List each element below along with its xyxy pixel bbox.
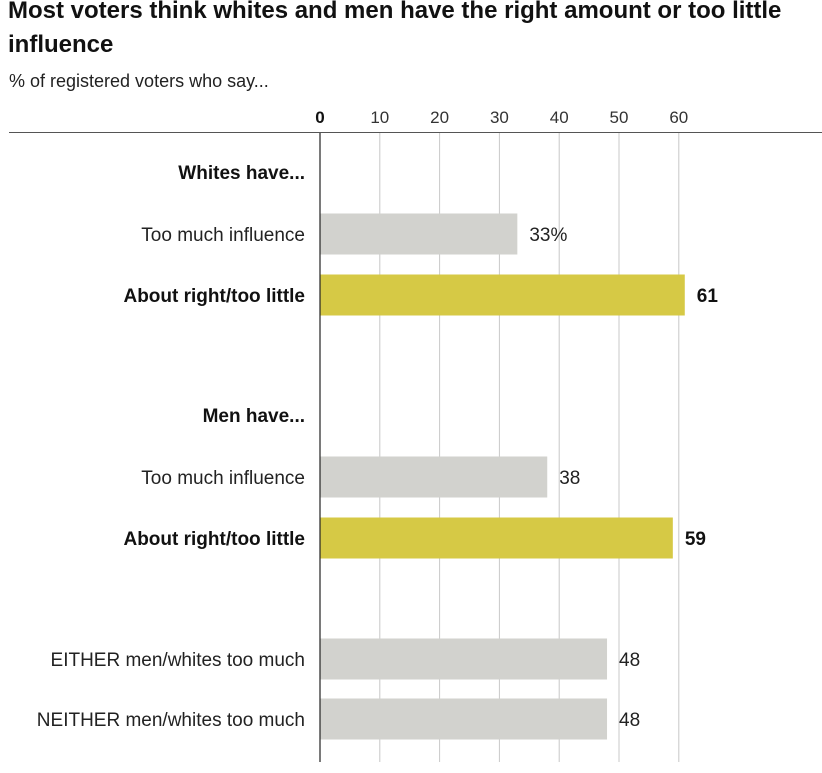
bar: [320, 456, 548, 498]
row-label: About right/too little: [123, 286, 305, 307]
value-label: 48: [619, 650, 640, 671]
row-label: Too much influence: [141, 468, 305, 489]
chart-subtitle: % of registered voters who say...: [9, 71, 269, 91]
x-tick-label: 20: [430, 108, 449, 127]
bar: [320, 213, 518, 255]
x-tick-label: 0: [315, 108, 324, 127]
chart-title: Most voters think whites and men have th…: [8, 0, 782, 58]
x-tick-label: 40: [550, 108, 569, 127]
bar: [320, 698, 608, 740]
group-label: Men have...: [203, 406, 305, 427]
group-label: Whites have...: [178, 163, 305, 184]
value-label: 33%: [529, 225, 567, 246]
value-label: 38: [559, 468, 580, 489]
row-label: About right/too little: [123, 529, 305, 550]
row-label: Too much influence: [141, 225, 305, 246]
value-label: 48: [619, 710, 640, 731]
row-label: EITHER men/whites too much: [51, 650, 305, 671]
bar: [320, 517, 673, 559]
bar: [320, 638, 608, 680]
x-tick-label: 30: [490, 108, 509, 127]
x-tick-label: 50: [610, 108, 629, 127]
row-label: NEITHER men/whites too much: [37, 710, 305, 731]
x-tick-label: 60: [669, 108, 688, 127]
x-tick-label: 10: [370, 108, 389, 127]
bar: [320, 274, 685, 316]
value-label: 61: [697, 286, 719, 307]
value-label: 59: [685, 529, 706, 550]
